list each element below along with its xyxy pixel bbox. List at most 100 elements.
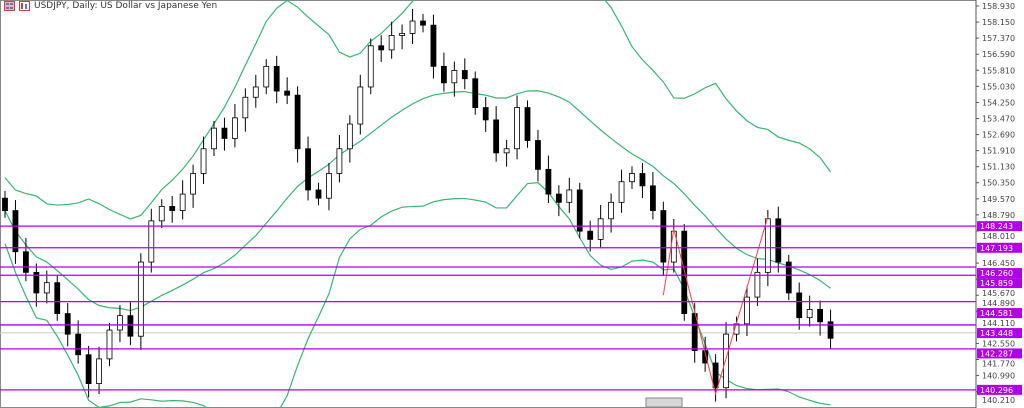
candle-bearish[interactable] [660, 210, 667, 263]
candle-bullish[interactable] [336, 148, 343, 174]
candle-bearish[interactable] [493, 119, 500, 154]
level-label-bg [977, 221, 1022, 232]
candle-bearish[interactable] [420, 20, 426, 26]
candle-bearish[interactable] [315, 189, 322, 199]
candle-bearish[interactable] [169, 206, 176, 211]
candle-bearish[interactable] [555, 193, 562, 203]
candle-bearish[interactable] [54, 282, 61, 314]
candle-bullish[interactable] [211, 127, 217, 150]
candle-bullish[interactable] [723, 333, 729, 389]
candle-bullish[interactable] [263, 65, 270, 88]
candle-bullish[interactable] [566, 189, 573, 203]
price-tick-label: 149.570 [982, 195, 1015, 204]
candle-bearish[interactable] [576, 189, 583, 232]
price-tick-label: 157.370 [982, 34, 1015, 43]
candle-bearish[interactable] [524, 107, 531, 141]
candle-bullish[interactable] [179, 193, 186, 211]
candle-bearish[interactable] [2, 197, 8, 211]
candle-bullish[interactable] [357, 86, 364, 125]
candle-bullish[interactable] [117, 315, 123, 331]
price-tick-label: 155.030 [982, 82, 1015, 91]
candle-bearish[interactable] [775, 218, 782, 263]
candle-bearish[interactable] [691, 313, 698, 352]
candle-bullish[interactable] [451, 70, 458, 84]
candle-bullish[interactable] [326, 173, 332, 199]
price-tick-label: 153.470 [982, 114, 1015, 123]
candle-bullish[interactable] [514, 107, 520, 150]
candle-bullish[interactable] [231, 117, 238, 139]
price-tick-label: 151.910 [982, 147, 1015, 156]
price-tick-label: 158.150 [982, 18, 1015, 27]
candle-bearish[interactable] [75, 333, 82, 356]
candle-bearish[interactable] [22, 251, 29, 273]
candle-bearish[interactable] [440, 65, 447, 84]
level-label: 147.193 [980, 244, 1013, 253]
candle-bullish[interactable] [158, 206, 165, 222]
chart-type-icon[interactable] [19, 1, 30, 11]
candle-bullish[interactable] [764, 218, 771, 273]
candle-bearish[interactable] [284, 90, 291, 96]
candle-bearish[interactable] [827, 321, 834, 339]
candle-bearish[interactable] [545, 168, 552, 195]
candle-bearish[interactable] [482, 107, 489, 121]
candle-bearish[interactable] [430, 24, 437, 67]
zigzag-line [662, 216, 769, 396]
chart-title: USDJPY, Daily: US Dollar vs Japanese Yen [34, 1, 218, 11]
candle-bearish[interactable] [12, 210, 19, 253]
candle-bearish[interactable] [305, 148, 311, 191]
candle-bullish[interactable] [148, 220, 155, 263]
price-tick-label: 156.590 [982, 50, 1015, 59]
price-tick-label: 144.110 [982, 319, 1015, 328]
candle-bullish[interactable] [409, 20, 416, 34]
level-label-bg [977, 278, 1022, 289]
candle-bullish[interactable] [388, 35, 395, 51]
candle-bullish[interactable] [252, 86, 259, 98]
candle-bearish[interactable] [712, 362, 719, 389]
candle-bearish[interactable] [294, 94, 301, 150]
price-tick-label: 146.450 [982, 259, 1015, 268]
candle-bullish[interactable] [190, 173, 197, 195]
candle-bearish[interactable] [785, 261, 792, 294]
candle-bearish[interactable] [85, 354, 92, 384]
candle-bearish[interactable] [461, 70, 468, 80]
candle-bearish[interactable] [64, 313, 71, 335]
candle-bullish[interactable] [106, 329, 113, 360]
candle-bullish[interactable] [618, 181, 625, 203]
candle-bearish[interactable] [702, 350, 709, 364]
candle-bullish[interactable] [608, 201, 614, 220]
candle-bearish[interactable] [33, 271, 40, 294]
candle-bullish[interactable] [367, 45, 374, 88]
candle-bearish[interactable] [472, 78, 479, 108]
candle-bearish[interactable] [127, 315, 134, 337]
candle-bullish[interactable] [744, 296, 750, 325]
candle-bearish[interactable] [817, 309, 823, 323]
candle-bullish[interactable] [96, 358, 102, 384]
window-grid-icon[interactable] [4, 1, 15, 11]
candle-bullish[interactable] [806, 309, 813, 319]
candle-bullish[interactable] [346, 123, 353, 150]
candle-bearish[interactable] [221, 127, 228, 139]
candle-bullish[interactable] [399, 32, 406, 36]
level-label: 145.859 [980, 279, 1013, 288]
candle-bearish[interactable] [796, 292, 803, 319]
level-label: 143.448 [980, 329, 1013, 338]
candle-bearish[interactable] [681, 230, 688, 314]
level-label-bg [977, 384, 1022, 395]
candle-bullish[interactable] [754, 271, 761, 298]
level-label: 142.287 [980, 349, 1013, 358]
candle-bullish[interactable] [137, 261, 144, 337]
candle-bullish[interactable] [503, 148, 510, 154]
candle-bullish[interactable] [43, 282, 50, 294]
candle-bearish[interactable] [378, 45, 385, 51]
candle-bullish[interactable] [242, 96, 249, 119]
candle-bearish[interactable] [650, 185, 656, 211]
candle-bearish[interactable] [587, 230, 594, 240]
bollinger-lower-band [4, 182, 831, 408]
candle-bullish[interactable] [597, 218, 604, 240]
candle-bullish[interactable] [200, 148, 207, 174]
candle-bullish[interactable] [629, 173, 635, 183]
candle-bearish[interactable] [535, 140, 541, 170]
candle-bearish[interactable] [639, 173, 646, 187]
candle-bearish[interactable] [273, 65, 280, 92]
